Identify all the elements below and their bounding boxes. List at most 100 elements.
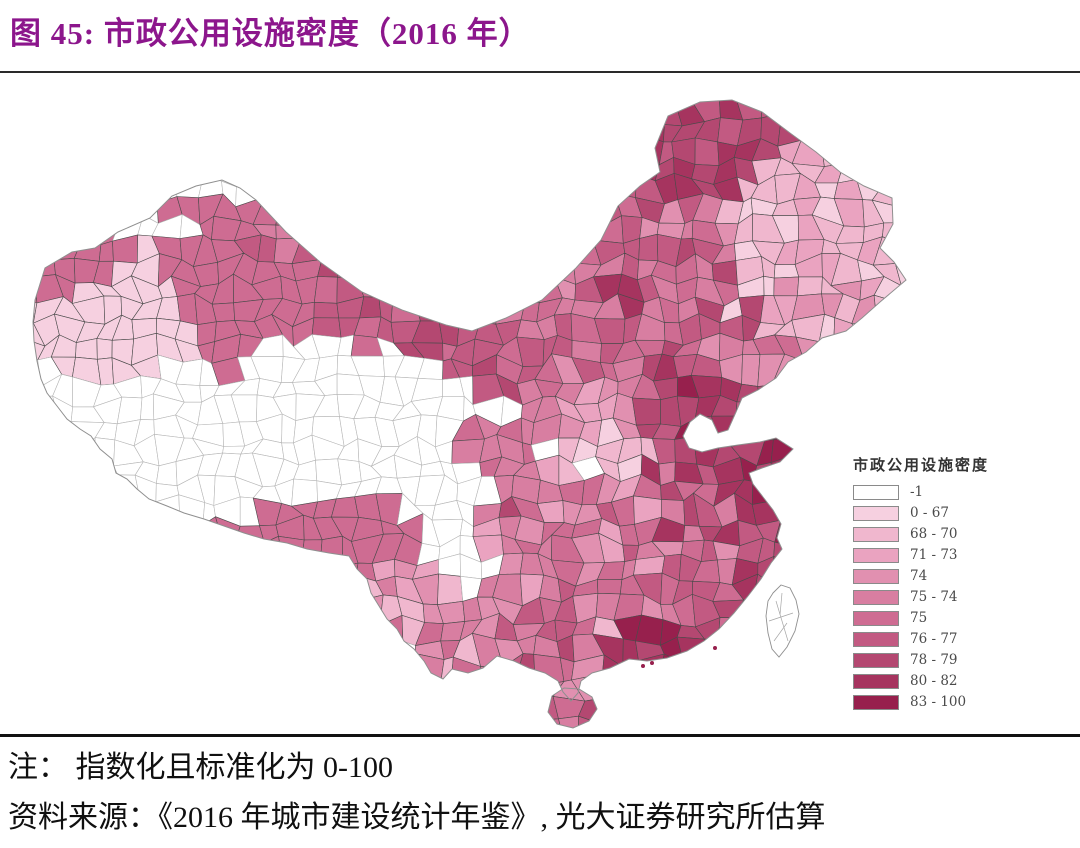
prefecture-cell <box>412 76 444 99</box>
prefecture-cell <box>853 153 885 185</box>
prefecture-cell <box>260 600 286 618</box>
prefecture-cell <box>33 276 38 304</box>
prefecture-cell <box>796 682 823 704</box>
prefecture-cell <box>916 144 935 155</box>
prefecture-cell <box>251 633 283 666</box>
island-dot <box>641 664 645 668</box>
prefecture-cell <box>571 217 603 241</box>
prefecture-cell <box>875 353 894 376</box>
prefecture-cell <box>355 233 383 268</box>
prefecture-cell <box>811 715 845 728</box>
prefecture-cell <box>814 600 841 625</box>
prefecture-cell <box>120 593 138 625</box>
prefecture-cell <box>571 100 603 102</box>
prefecture-cell <box>635 714 657 728</box>
prefecture-cell <box>793 579 824 602</box>
prefecture-cell <box>251 659 283 676</box>
prefecture-cell <box>592 215 624 244</box>
prefecture-cell <box>33 182 35 202</box>
prefecture-cell <box>138 563 165 587</box>
prefecture-cell <box>896 222 906 247</box>
prefecture-cell <box>376 718 405 728</box>
prefecture-cell <box>313 199 344 225</box>
prefecture-cell <box>190 582 218 601</box>
prefecture-cell <box>851 100 877 105</box>
prefecture-cell <box>812 100 842 122</box>
prefecture-cell <box>891 396 906 425</box>
prefecture-cell <box>74 215 102 246</box>
prefecture-cell <box>190 564 218 587</box>
prefecture-cell <box>197 100 223 103</box>
prefecture-cell <box>152 515 181 545</box>
prefecture-cell <box>913 74 942 100</box>
prefecture-cell <box>337 599 365 616</box>
prefecture-cell <box>863 414 885 440</box>
prefecture-cell <box>399 255 420 285</box>
prefecture-cell <box>622 79 636 96</box>
prefecture-cell <box>496 100 522 127</box>
prefecture-cell <box>413 256 443 280</box>
prefecture-cell <box>698 638 723 665</box>
prefecture-cell <box>54 638 79 663</box>
prefecture-cell <box>341 100 358 127</box>
prefecture-cell <box>817 495 842 523</box>
prefecture-cell <box>291 119 313 141</box>
prefecture-cell <box>275 200 301 227</box>
prefecture-cell <box>74 182 100 205</box>
prefecture-cell <box>473 677 492 706</box>
prefecture-cell <box>196 102 220 124</box>
prefecture-cell <box>597 698 616 726</box>
prefecture-cell <box>56 573 84 598</box>
prefecture-cell <box>33 577 44 607</box>
prefecture-cell <box>515 260 539 286</box>
prefecture-cell <box>438 277 463 306</box>
prefecture-cell <box>494 200 524 217</box>
prefecture-cell <box>72 113 103 145</box>
prefecture-cell <box>311 119 343 137</box>
prefecture-cell <box>77 522 101 535</box>
prefecture-cell <box>694 137 720 166</box>
prefecture-cell <box>601 100 625 101</box>
prefecture-cell <box>172 515 204 545</box>
prefecture-cell <box>395 218 422 248</box>
prefecture-cell <box>415 293 442 322</box>
prefecture-cell <box>575 198 602 227</box>
prefecture-cell <box>802 476 819 506</box>
prefecture-cell <box>72 137 103 166</box>
prefecture-cell <box>493 241 521 262</box>
prefecture-cell <box>676 395 700 427</box>
prefecture-cell <box>858 100 875 125</box>
prefecture-cell <box>439 683 465 700</box>
prefecture-cell <box>812 560 845 587</box>
prefecture-cell <box>717 74 740 98</box>
prefecture-cell <box>418 120 440 143</box>
prefecture-cell <box>398 673 424 699</box>
prefecture-cell <box>318 714 343 728</box>
prefecture-cell <box>211 597 244 626</box>
prefecture-cell <box>34 640 57 667</box>
legend-swatch <box>853 694 899 710</box>
prefecture-cell <box>816 639 837 665</box>
prefecture-cell <box>356 683 385 703</box>
prefecture-cell <box>480 721 494 728</box>
prefecture-cell <box>71 493 94 526</box>
prefecture-cell <box>631 397 661 426</box>
prefecture-cell <box>912 198 943 227</box>
legend-item: 75 - 74 <box>853 589 989 605</box>
prefecture-cell <box>771 474 805 506</box>
prefecture-cell <box>232 132 263 159</box>
prefecture-cell <box>114 533 143 568</box>
taiwan-island <box>765 584 800 658</box>
island-dot <box>650 661 654 665</box>
prefecture-cell <box>763 275 775 297</box>
legend-label: 74 <box>910 568 928 584</box>
prefecture-cell <box>795 382 822 397</box>
legend-label: 75 <box>910 610 928 626</box>
legend-item: 75 <box>853 610 989 626</box>
prefecture-cell <box>115 115 137 143</box>
prefecture-cell <box>93 137 117 166</box>
prefecture-cell <box>516 134 546 165</box>
prefecture-cell <box>337 458 362 486</box>
prefecture-cell <box>33 416 40 439</box>
